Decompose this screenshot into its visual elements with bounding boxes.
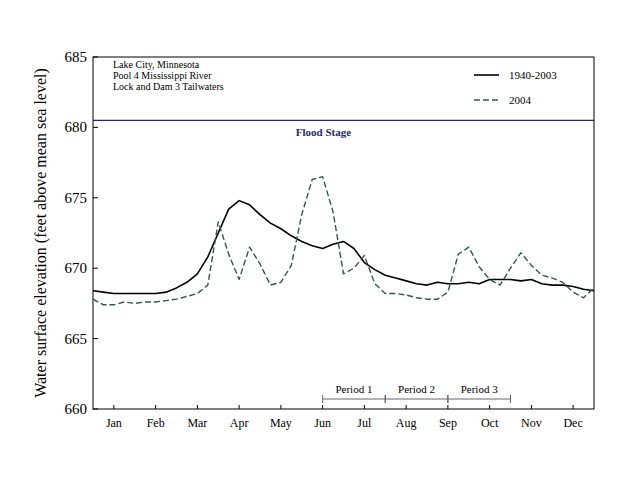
y-tick	[93, 127, 98, 128]
y-tick	[93, 409, 98, 410]
x-tick	[531, 405, 532, 409]
x-tick-label: Dec	[563, 416, 582, 430]
period-line	[448, 399, 511, 400]
x-tick	[322, 405, 323, 409]
x-tick-label: May	[270, 416, 292, 430]
y-tick-label: 660	[65, 401, 88, 417]
annotation: Lake City, Minnesota	[113, 59, 200, 70]
period-label: Period 3	[461, 383, 498, 395]
background	[0, 0, 640, 495]
y-tick	[93, 268, 98, 269]
y-axis-label: Water surface elevation (feet above mean…	[32, 68, 50, 398]
period-bracket	[448, 395, 511, 403]
x-tick	[113, 405, 114, 409]
x-tick	[489, 405, 490, 409]
legend-swatch	[474, 74, 499, 76]
y-tick-label: 685	[65, 49, 88, 65]
period-end	[510, 395, 511, 403]
period-end	[322, 395, 323, 403]
x-tick	[406, 405, 407, 409]
reference-label: Flood Stage	[296, 126, 351, 138]
reference-group	[93, 120, 594, 121]
chart-container: 660 665 670 675 680 685 Jan Feb Mar Apr May Jun Jul A…	[0, 0, 640, 495]
x-tick	[197, 405, 198, 409]
series-line	[93, 177, 594, 305]
reference-line	[93, 120, 594, 121]
x-tick-label: Jul	[357, 416, 372, 430]
period-end	[385, 395, 386, 403]
x-tick	[573, 405, 574, 409]
x-tick-label: Jun	[314, 416, 331, 430]
x-tick	[447, 405, 448, 409]
period-end	[447, 395, 448, 403]
legend-label: 1940-2003	[509, 69, 557, 81]
x-tick-label: Feb	[147, 416, 165, 430]
y-tick-label: 670	[65, 260, 88, 276]
x-tick-label: Oct	[481, 416, 499, 430]
period-label: Period 2	[398, 383, 435, 395]
y-tick-label: 680	[65, 119, 88, 135]
x-tick-label: Apr	[230, 416, 249, 430]
y-tick-label: 675	[65, 190, 88, 206]
x-tick-label: Mar	[187, 416, 207, 430]
legend-swatch	[474, 99, 499, 101]
data-group	[93, 177, 594, 305]
plot-frame	[93, 57, 594, 409]
y-tick-label: 665	[65, 331, 88, 347]
period-line	[385, 399, 448, 400]
y-tick	[93, 57, 98, 58]
x-tick	[280, 405, 281, 409]
x-tick-label: Aug	[396, 416, 417, 430]
x-tick-label: Nov	[521, 416, 542, 430]
x-tick	[239, 405, 240, 409]
legend-label: 2004	[509, 94, 532, 106]
x-tick-label: Sep	[439, 416, 457, 430]
y-tick	[93, 338, 98, 339]
annotation: Lock and Dam 3 Tailwaters	[113, 81, 224, 92]
period-bracket	[385, 395, 448, 403]
x-tick-label: Jan	[106, 416, 122, 430]
x-tick	[364, 405, 365, 409]
period-bracket	[323, 395, 386, 403]
y-tick	[93, 197, 98, 198]
annotation: Pool 4 Mississippi River	[113, 70, 212, 81]
chart-svg: 660 665 670 675 680 685 Jan Feb Mar Apr May Jun Jul A…	[0, 0, 640, 495]
period-label: Period 1	[335, 383, 372, 395]
period-end	[447, 395, 448, 403]
period-line	[323, 399, 386, 400]
x-tick	[155, 405, 156, 409]
period-end	[385, 395, 386, 403]
series-line	[93, 201, 594, 294]
